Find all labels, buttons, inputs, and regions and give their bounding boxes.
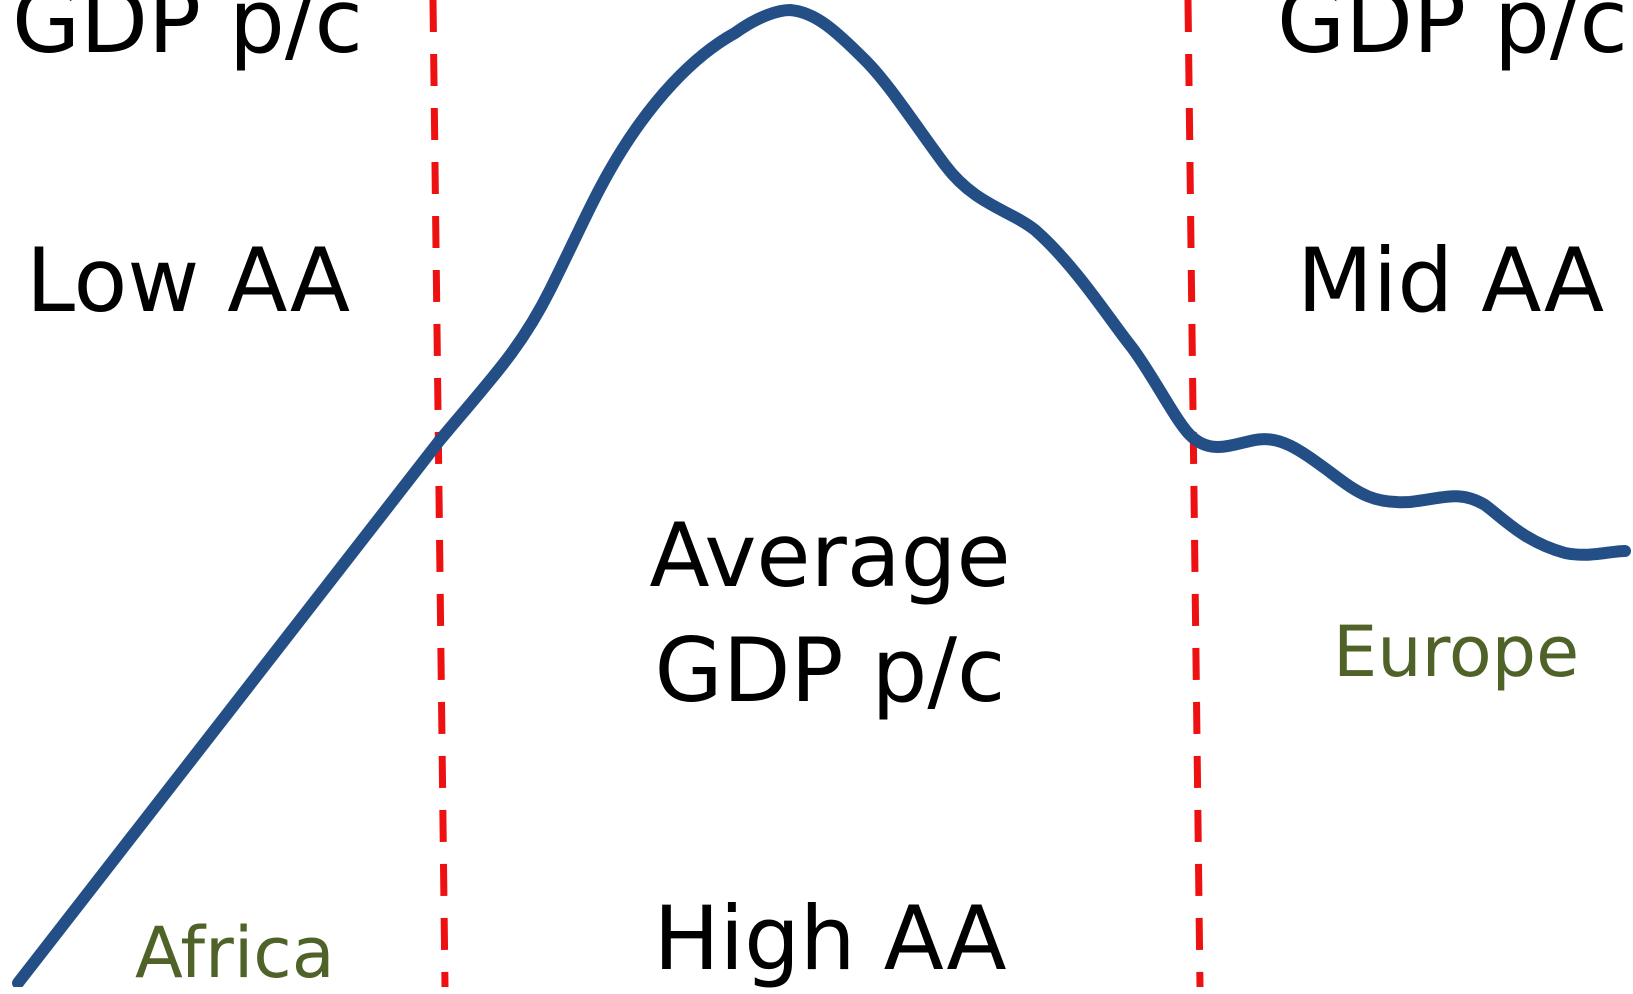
middle-zone-aa-label: High AA <box>653 887 1007 990</box>
region-label-africa: Africa <box>135 912 335 994</box>
left-zone-divider <box>429 0 449 987</box>
left-zone-aa-label: Low AA <box>26 229 351 332</box>
right-zone-aa-label: Mid AA <box>1297 229 1605 332</box>
right-zone-divider <box>1184 0 1204 987</box>
middle-zone-gdp-label-line1: Average <box>649 504 1011 607</box>
region-label-europe: Europe <box>1333 611 1580 693</box>
middle-zone-gdp-label-line2: GDP p/c <box>654 619 1006 722</box>
left-zone-gdp-label: GDP p/c <box>12 0 363 73</box>
gdp-curve <box>12 4 1631 987</box>
right-zone-gdp-label: GDP p/c <box>1277 0 1628 73</box>
